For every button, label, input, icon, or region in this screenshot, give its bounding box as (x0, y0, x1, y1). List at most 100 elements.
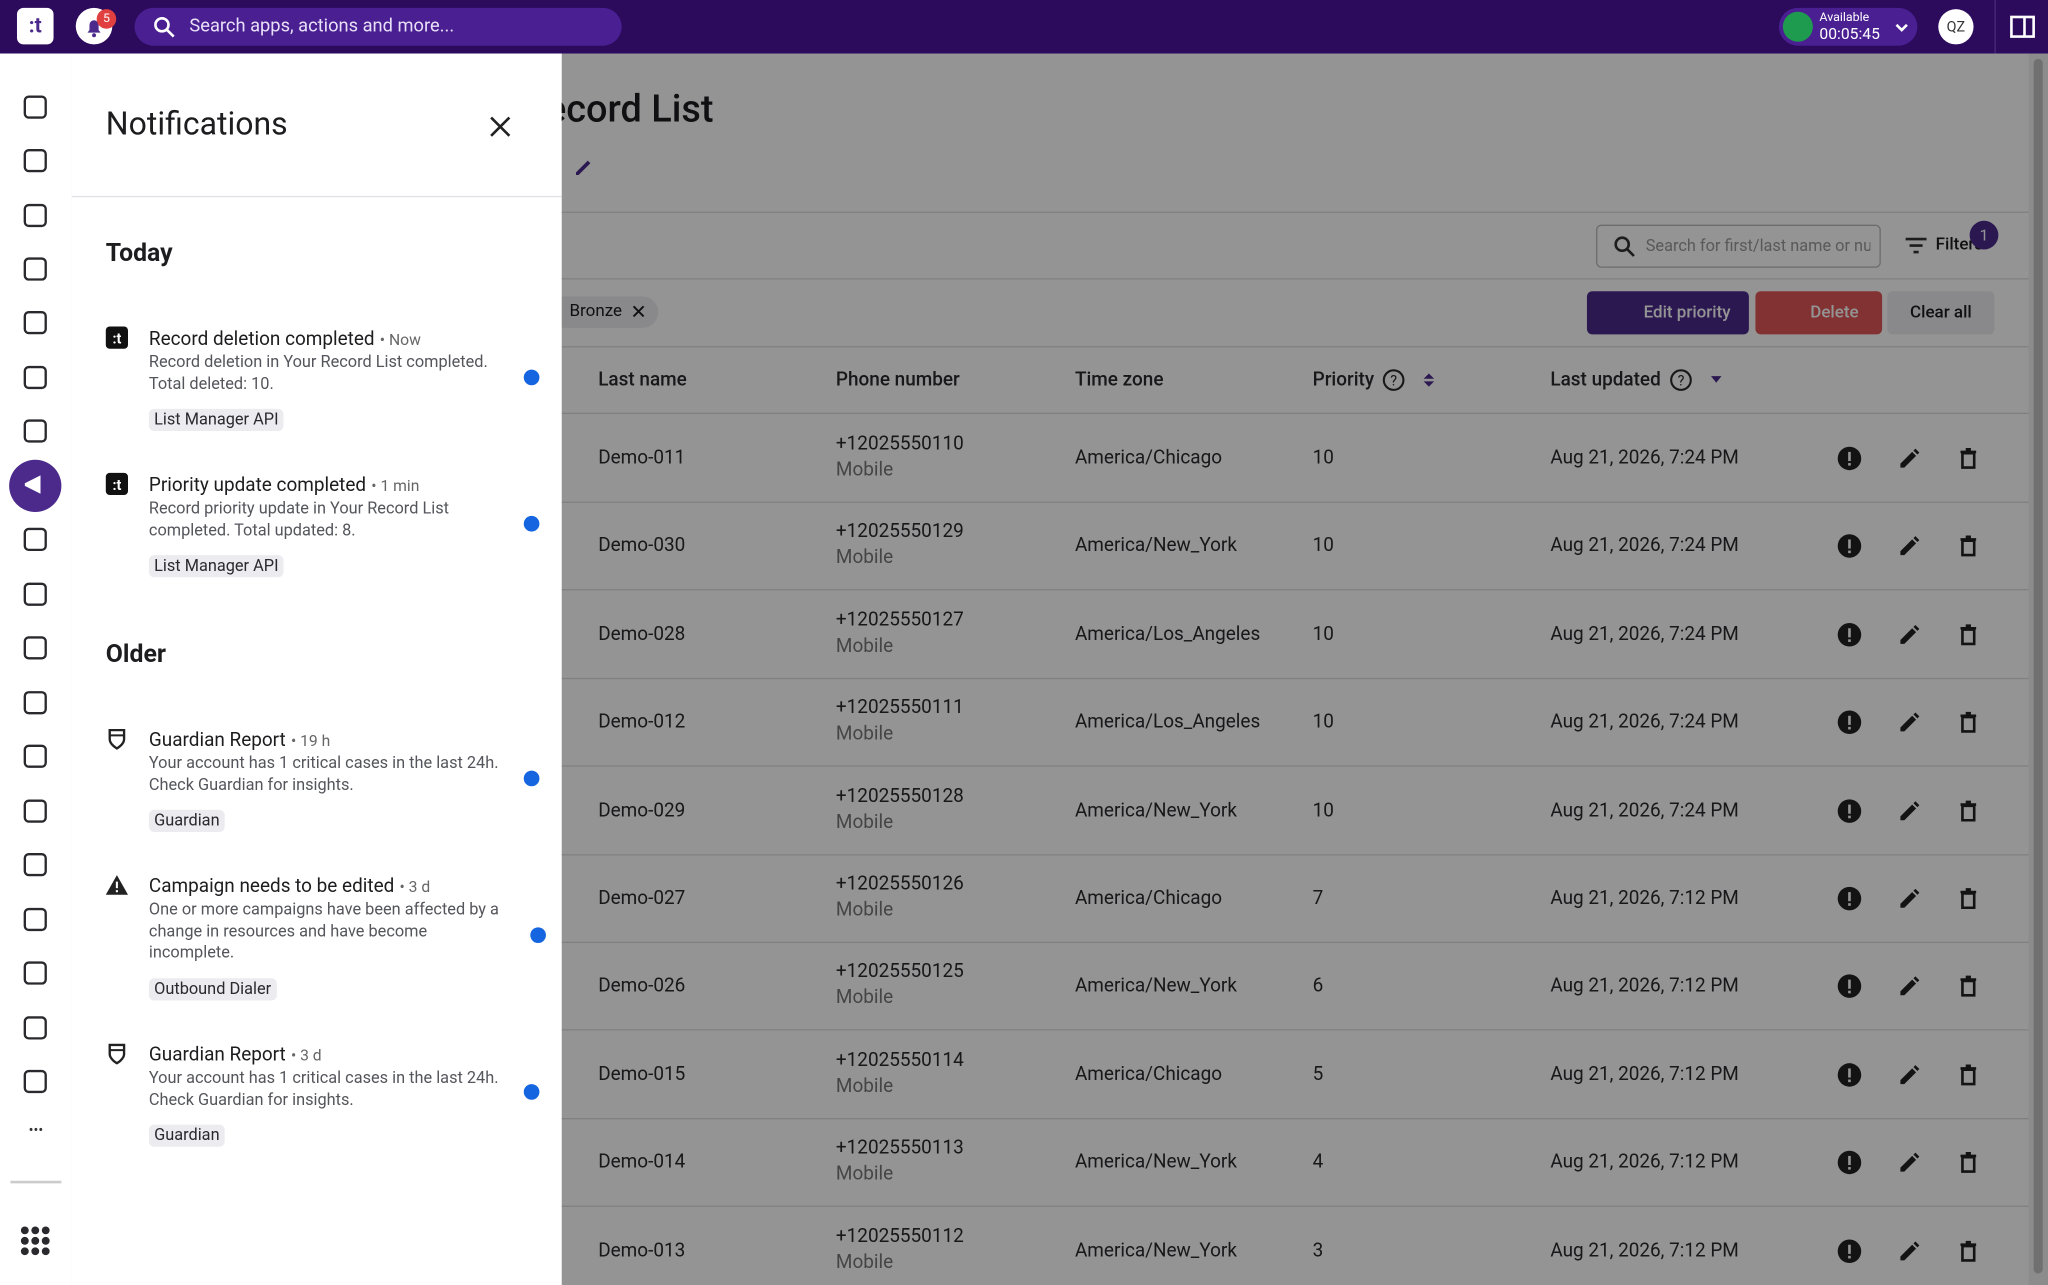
info-button[interactable] (1836, 709, 1862, 735)
info-button[interactable] (1836, 1150, 1862, 1176)
title-line: Priority update completed • 1 min (148, 472, 515, 497)
search-box[interactable]: Search for first/last name or nu (1596, 224, 1881, 268)
title-line: Guardian Report • 19 h (149, 726, 515, 751)
app-logo[interactable]: :t (16, 7, 54, 45)
delete-button[interactable] (1955, 709, 1981, 735)
help-icon[interactable]: ? (1669, 368, 1693, 392)
nav-item[interactable] (23, 907, 47, 932)
edit-button[interactable] (1896, 1062, 1922, 1088)
sidebar: ••• (0, 53, 74, 1285)
avatar[interactable]: QZ (1938, 9, 1974, 45)
divider (71, 412, 2032, 415)
global-search[interactable]: Search apps, actions and more... (134, 7, 622, 46)
nav-item[interactable] (23, 149, 47, 173)
notification-title: Priority update completed (148, 474, 367, 497)
nav-item[interactable] (23, 95, 47, 119)
help-icon[interactable]: ? (1382, 368, 1406, 392)
nav-item[interactable] (23, 310, 47, 335)
edit-button[interactable] (1896, 621, 1922, 647)
divider (71, 589, 2032, 591)
nav-item[interactable] (23, 636, 47, 660)
cell: Aug 21, 2026, 7:12 PM (1550, 886, 1739, 910)
title-line: Guardian Report • 3 d (149, 1041, 515, 1066)
delete-button[interactable]: Delete (1755, 291, 1883, 335)
delete-button[interactable] (1955, 445, 1981, 471)
edit-icon[interactable] (571, 153, 597, 179)
cell: +12025550114 (835, 1048, 964, 1071)
edit-button[interactable] (1896, 533, 1922, 559)
cell: 4 (1312, 1150, 1324, 1174)
sort-icon[interactable] (1708, 374, 1724, 387)
status: Available (1819, 10, 1870, 25)
cell: America/New_York (1074, 1238, 1237, 1262)
nav-item[interactable] (23, 419, 47, 443)
delete-button[interactable] (1955, 1238, 1981, 1264)
cell: Demo-012 (598, 710, 686, 733)
delete-button[interactable] (1955, 1150, 1981, 1176)
close-button[interactable] (487, 114, 513, 140)
nav-item[interactable] (23, 527, 47, 552)
nav-item[interactable] (23, 1016, 47, 1040)
info-button[interactable] (1836, 533, 1862, 559)
delete-button[interactable] (1955, 533, 1981, 559)
notification-content: Campaign needs to be edited • 3 d One or … (148, 872, 515, 1000)
info-button[interactable] (1836, 1062, 1862, 1088)
group-label: Older (105, 638, 166, 669)
apps-grid[interactable] (20, 1226, 50, 1256)
edit-button[interactable] (1896, 709, 1922, 735)
info-button[interactable] (1836, 621, 1862, 647)
nav-item[interactable] (23, 799, 47, 823)
nav-item[interactable] (23, 744, 47, 768)
edit-priority-button[interactable]: Edit priority (1586, 291, 1749, 335)
nav-item[interactable] (23, 257, 47, 281)
unread-dot (530, 927, 546, 944)
cell: Demo-015 (598, 1062, 686, 1086)
status-selector[interactable]: Available 00:05:45 (1778, 7, 1918, 46)
cell: America/Chicago (1074, 446, 1223, 469)
nav-item[interactable] (23, 365, 47, 390)
info-button[interactable] (1836, 798, 1862, 824)
column-header: Time zone (1074, 368, 1164, 391)
delete-button[interactable] (1955, 886, 1981, 912)
nav-item[interactable] (23, 1069, 47, 1094)
sort-icon[interactable] (1421, 371, 1437, 389)
cell: +12025550125 (835, 960, 964, 983)
clear-all-button[interactable]: Clear all (1887, 291, 1995, 335)
cell: Mobile (835, 898, 894, 921)
cell: Demo-026 (598, 974, 686, 998)
cell: Demo-011 (598, 446, 686, 469)
info-button[interactable] (1836, 886, 1862, 912)
overlay[interactable] (561, 53, 2048, 1285)
edit-button[interactable] (1896, 798, 1922, 824)
nav-item[interactable] (23, 582, 47, 606)
nav-item[interactable] (23, 203, 47, 228)
divider (71, 765, 2032, 767)
nav-item[interactable] (23, 961, 47, 985)
delete-button[interactable] (1955, 1062, 1981, 1088)
delete-button[interactable] (1955, 798, 1981, 824)
unread-dot (523, 770, 540, 787)
info-button[interactable] (1836, 1238, 1862, 1264)
edit-button[interactable] (1896, 1238, 1922, 1264)
more-apps[interactable]: ••• (28, 1121, 44, 1139)
cell: Aug 21, 2026, 7:12 PM (1550, 974, 1739, 998)
edit-button[interactable] (1896, 1150, 1922, 1176)
cell: Aug 21, 2026, 7:24 PM (1550, 710, 1739, 733)
panel-toggle[interactable] (1994, 0, 2048, 54)
nav-item[interactable] (9, 459, 62, 512)
edit-button[interactable] (1896, 445, 1922, 471)
nav-item[interactable] (23, 853, 47, 877)
edit-button[interactable] (1896, 974, 1922, 1000)
cell: Aug 21, 2026, 7:24 PM (1550, 798, 1739, 822)
edit-button[interactable] (1896, 886, 1922, 912)
info-button[interactable] (1836, 974, 1862, 1000)
unread-dot (523, 1084, 540, 1100)
cell: America/New_York (1074, 1150, 1237, 1174)
notification-tag: Guardian (148, 1124, 225, 1147)
delete-button[interactable] (1955, 621, 1981, 647)
filter-chip[interactable]: Bronze ✕ (548, 296, 659, 328)
info-button[interactable] (1836, 445, 1862, 471)
nav-icons (9, 95, 62, 1256)
delete-button[interactable] (1955, 974, 1981, 1000)
nav-item[interactable] (23, 691, 47, 715)
